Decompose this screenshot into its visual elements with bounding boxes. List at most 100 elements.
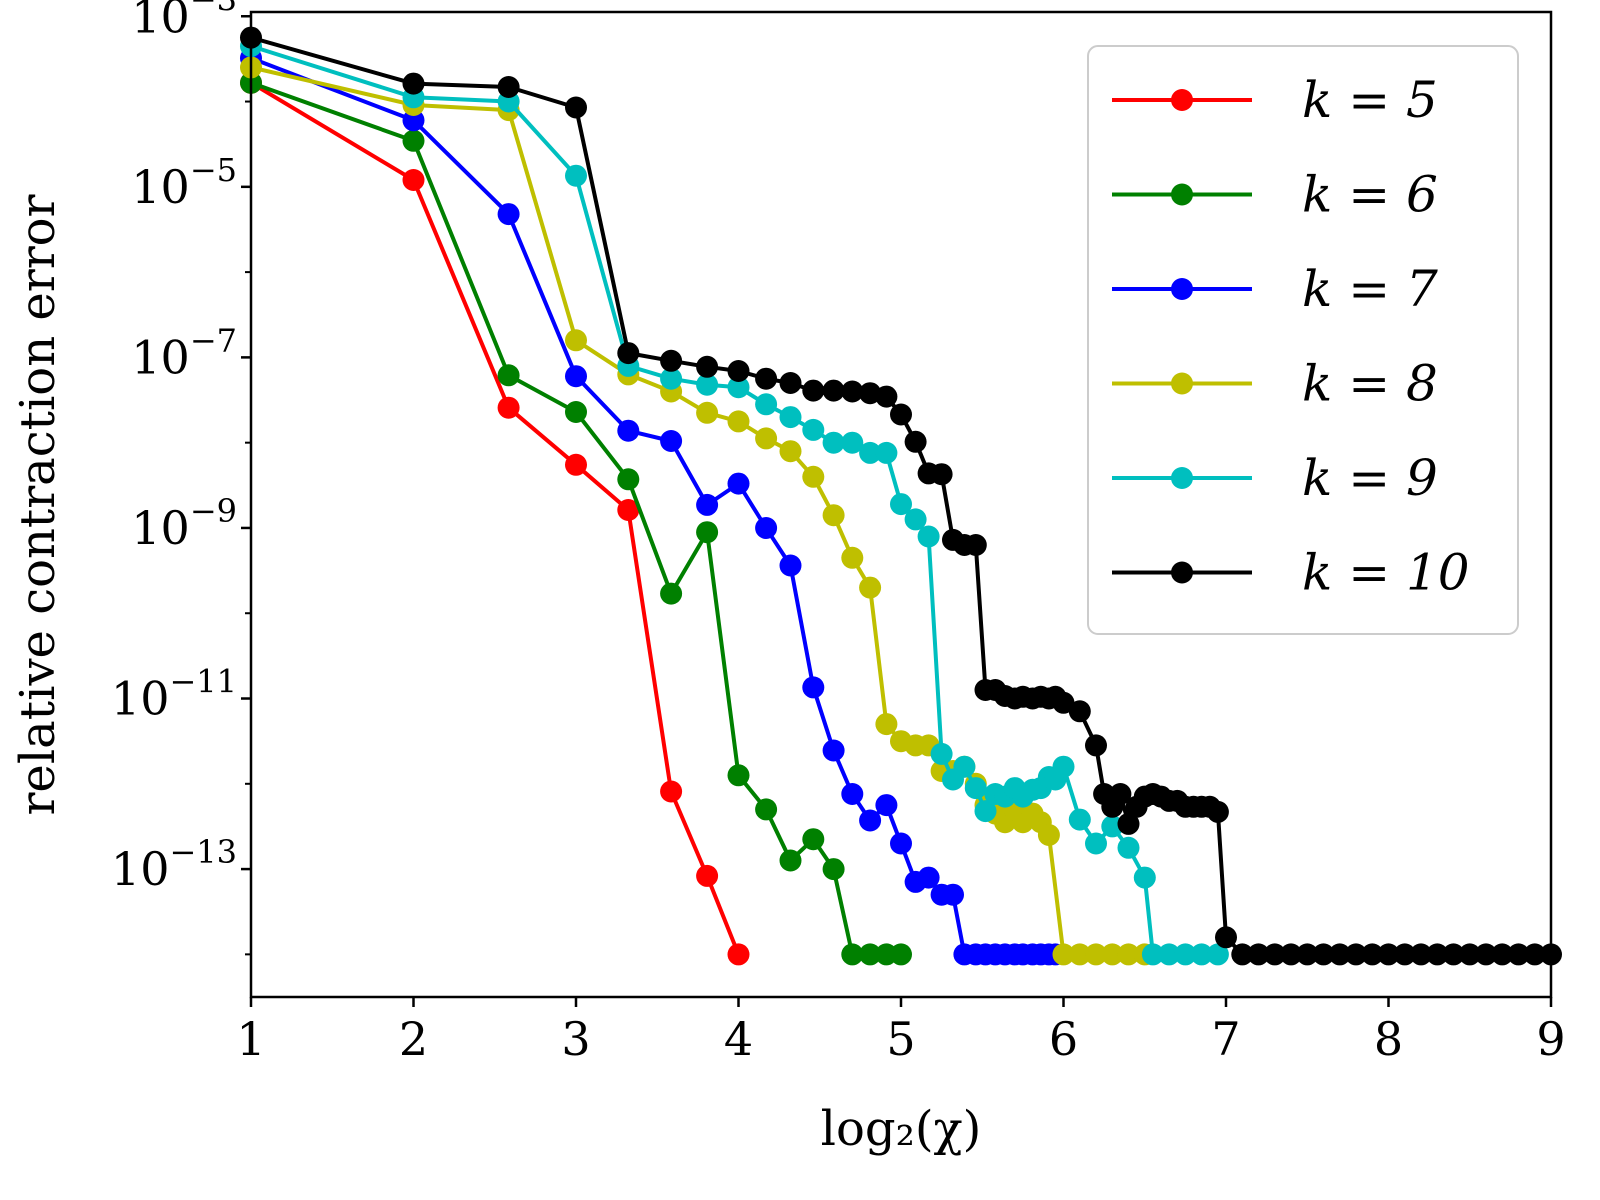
legend-entry: k = 6 xyxy=(1112,166,1438,224)
data-point xyxy=(1206,943,1229,966)
series-6 xyxy=(240,71,912,966)
data-point xyxy=(727,376,750,399)
data-point xyxy=(859,441,882,464)
legend-entry: k = 10 xyxy=(1112,544,1470,602)
x-axis: 1 2 3 4 5 6 7 8 9 xyxy=(236,997,1566,1066)
data-point xyxy=(1052,691,1075,714)
legend-marker xyxy=(1171,183,1193,206)
series-5 xyxy=(240,71,750,966)
data-point xyxy=(875,713,898,736)
data-point xyxy=(1158,943,1181,966)
data-point xyxy=(1263,943,1286,966)
data-point xyxy=(953,755,976,778)
data-point xyxy=(727,410,750,433)
data-point xyxy=(964,534,987,556)
data-point xyxy=(1393,943,1416,966)
y-tick-exponent: −3 xyxy=(190,0,237,18)
series-line xyxy=(249,81,741,956)
legend-label: k = 8 xyxy=(1302,355,1438,413)
data-point xyxy=(890,493,912,516)
legend-entry: k = 8 xyxy=(1112,355,1438,413)
data-point xyxy=(1507,943,1530,966)
data-point xyxy=(660,349,683,372)
y-tick-exponent: −5 xyxy=(190,151,237,189)
data-point xyxy=(822,431,845,454)
data-point xyxy=(917,525,940,548)
data-point xyxy=(660,582,683,605)
x-tick-label: 9 xyxy=(1536,1012,1565,1066)
data-point xyxy=(802,379,825,402)
data-point xyxy=(1085,832,1107,855)
data-point xyxy=(755,367,778,390)
data-point xyxy=(660,430,683,452)
series-layer xyxy=(240,26,1562,966)
data-point xyxy=(1491,943,1514,966)
data-point xyxy=(859,809,882,832)
data-point xyxy=(841,380,864,403)
data-point xyxy=(1280,943,1302,966)
data-point xyxy=(1377,943,1400,966)
data-point xyxy=(402,169,425,191)
legend-label: k = 5 xyxy=(1302,71,1438,129)
data-point xyxy=(1101,815,1124,838)
y-tick-base: 10 xyxy=(131,330,190,384)
data-point xyxy=(1190,943,1213,966)
x-tick-label: 3 xyxy=(561,1012,590,1066)
data-point xyxy=(402,129,425,152)
data-point xyxy=(497,396,520,419)
data-point xyxy=(875,385,898,408)
data-point xyxy=(402,109,425,132)
data-point xyxy=(1174,943,1197,966)
data-point xyxy=(822,504,845,527)
legend-label: k = 7 xyxy=(1302,260,1438,318)
data-point xyxy=(1117,836,1140,859)
data-point xyxy=(1068,700,1091,723)
y-tick-base: 10 xyxy=(111,672,170,726)
data-point xyxy=(1247,943,1270,966)
data-point xyxy=(1475,943,1497,966)
x-tick-label: 1 xyxy=(236,1012,265,1066)
data-point xyxy=(779,406,802,429)
data-point xyxy=(617,468,640,491)
data-point xyxy=(1231,943,1254,966)
data-point xyxy=(1085,734,1107,757)
data-point xyxy=(779,849,802,872)
legend-marker xyxy=(1171,372,1193,395)
data-point xyxy=(802,418,825,441)
data-point xyxy=(974,800,997,823)
x-tick-label: 2 xyxy=(399,1012,428,1066)
y-tick-label: 10−13 xyxy=(111,833,237,896)
data-point xyxy=(1215,926,1237,949)
y-tick-label: 10−3 xyxy=(131,0,237,43)
y-tick-base: 10 xyxy=(131,501,190,555)
data-point xyxy=(696,864,719,887)
data-point xyxy=(964,777,987,800)
data-point xyxy=(890,943,912,966)
data-point xyxy=(1312,943,1335,966)
data-point xyxy=(822,739,845,762)
data-point xyxy=(859,943,882,966)
x-tick-label: 5 xyxy=(886,1012,915,1066)
data-point xyxy=(942,883,964,906)
x-tick-label: 6 xyxy=(1049,1012,1078,1066)
data-point xyxy=(841,783,864,805)
data-point xyxy=(917,866,940,889)
data-point xyxy=(1109,783,1132,805)
data-point xyxy=(841,431,864,454)
data-point xyxy=(617,419,640,442)
data-point xyxy=(696,521,719,544)
data-point xyxy=(1101,943,1124,966)
data-point xyxy=(822,858,845,881)
data-point xyxy=(802,828,825,851)
legend-label: k = 9 xyxy=(1302,449,1438,507)
x-tick-label: 4 xyxy=(724,1012,753,1066)
data-point xyxy=(565,96,587,119)
series-7 xyxy=(240,47,1067,966)
data-point xyxy=(565,453,587,476)
data-point xyxy=(1328,943,1351,966)
x-axis-title: log₂(χ) xyxy=(821,1101,982,1157)
data-point xyxy=(1442,943,1465,966)
x-tick-label: 8 xyxy=(1374,1012,1403,1066)
legend-marker xyxy=(1171,89,1193,111)
